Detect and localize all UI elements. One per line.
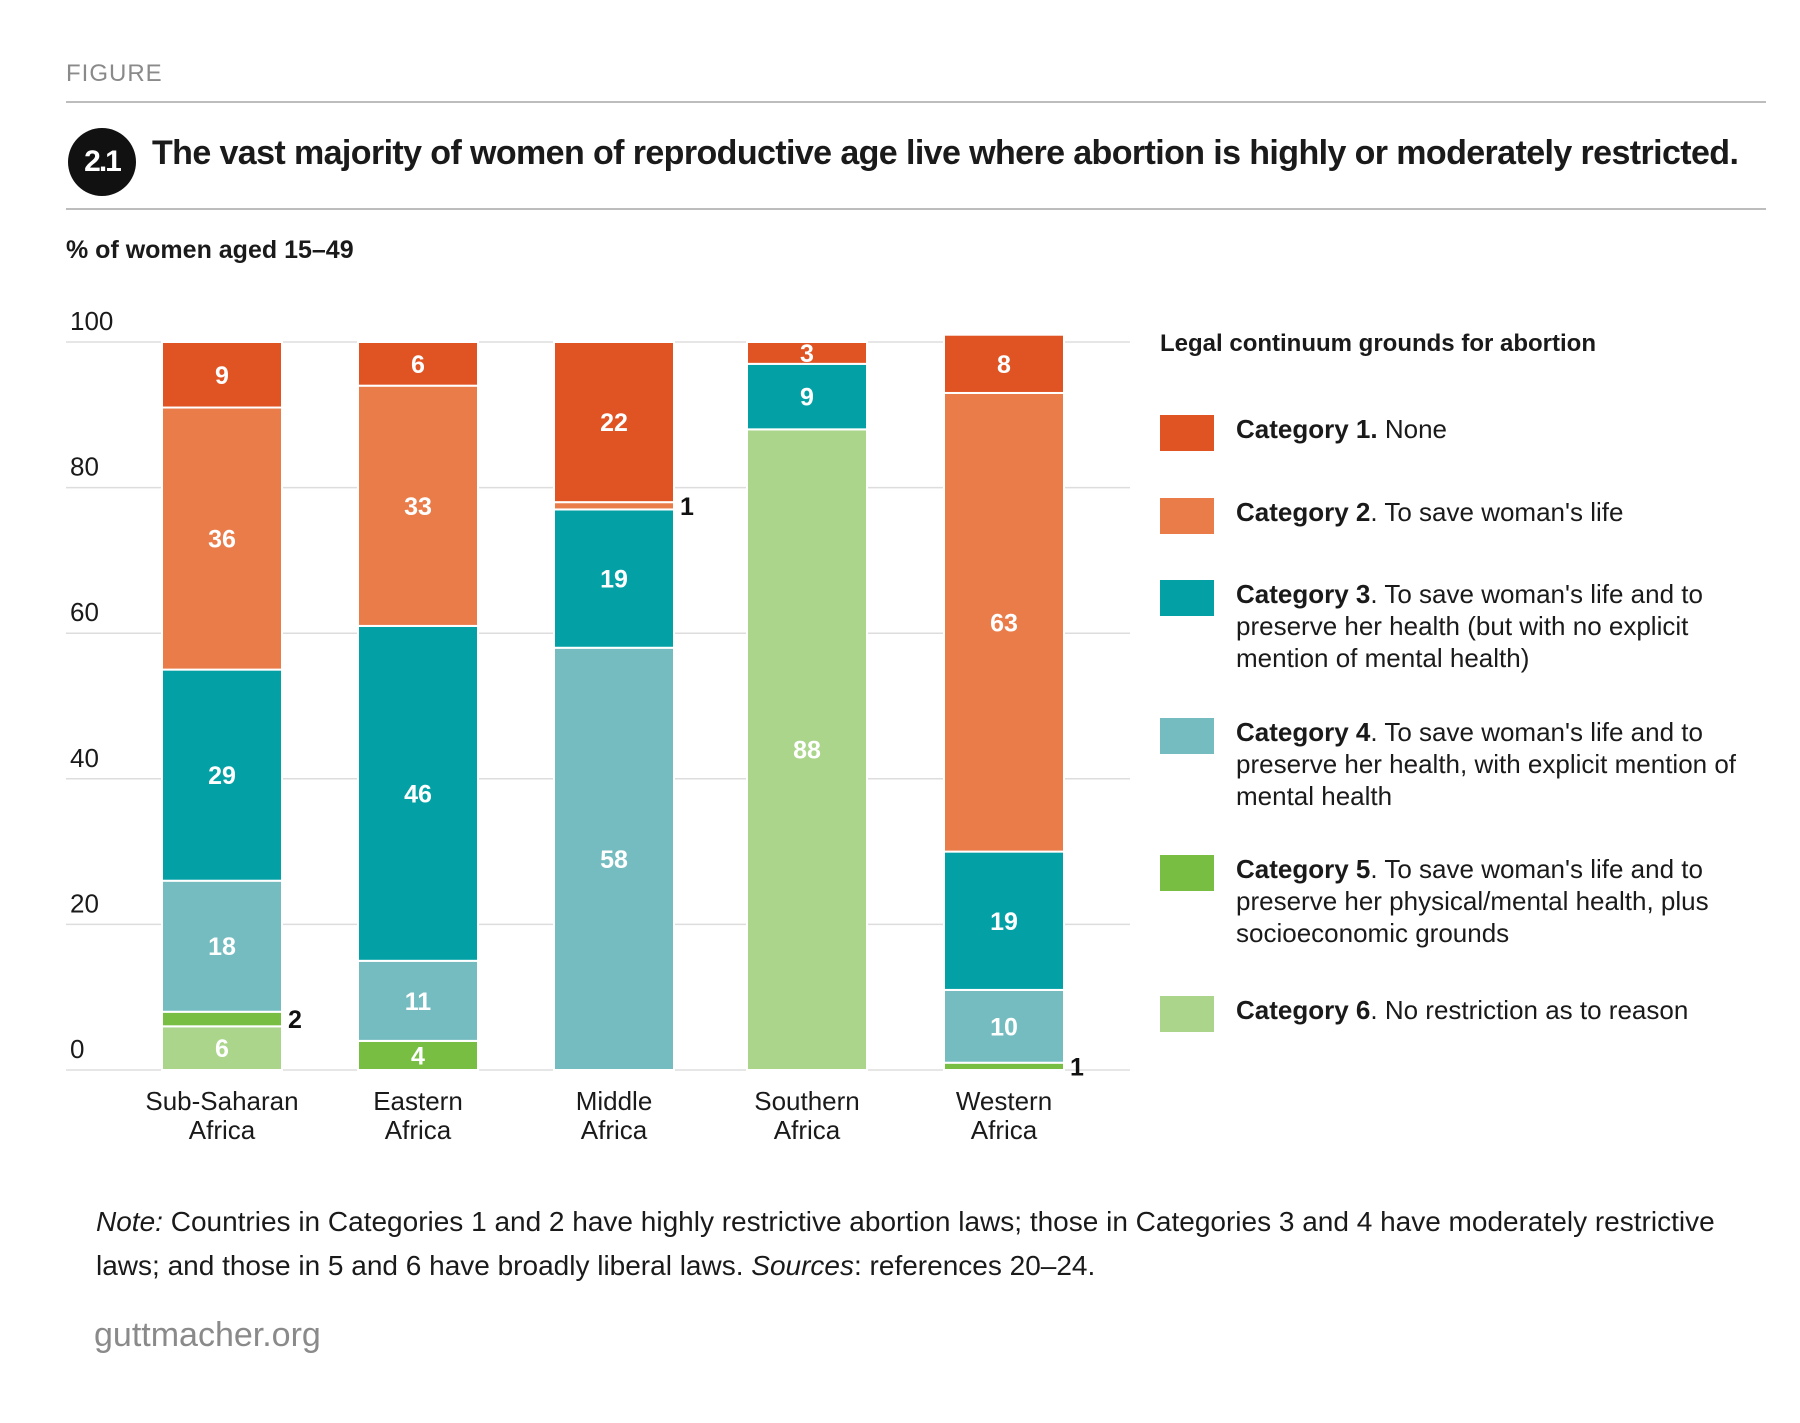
bar-segment bbox=[553, 501, 675, 511]
y-tick-label: 60 bbox=[70, 597, 99, 627]
bar-value-label: 18 bbox=[208, 933, 236, 961]
bar-segment bbox=[161, 1010, 283, 1028]
bar-segment bbox=[357, 959, 479, 1042]
legend-title: Legal continuum grounds for abortion bbox=[1160, 330, 1596, 357]
legend-swatch bbox=[1160, 718, 1214, 754]
y-tick-label: 20 bbox=[70, 888, 99, 918]
x-tick-label: Africa bbox=[385, 1115, 452, 1145]
bar-segment bbox=[746, 428, 868, 1072]
stacked-bar-chart: 020406080100621829369Sub-SaharanAfrica41… bbox=[66, 306, 1130, 1145]
bar-value-label: 2 bbox=[288, 1006, 302, 1034]
x-tick-label: Western bbox=[956, 1086, 1052, 1116]
legend-item-label: Category 5 bbox=[1236, 854, 1371, 884]
bar-segment bbox=[357, 624, 479, 962]
x-tick-label: Sub-Saharan bbox=[145, 1086, 298, 1116]
y-tick-label: 0 bbox=[70, 1034, 84, 1064]
bar-value-label: 88 bbox=[793, 737, 821, 765]
legend-swatch bbox=[1160, 855, 1214, 891]
bar-segment bbox=[943, 333, 1065, 394]
bar-value-label: 46 bbox=[404, 780, 432, 808]
bar-segment bbox=[943, 850, 1065, 991]
note-label: Note: bbox=[96, 1206, 163, 1237]
legend-item-desc: . No restriction as to reason bbox=[1370, 995, 1689, 1025]
bar-value-label: 22 bbox=[600, 409, 628, 437]
y-tick-label: 80 bbox=[70, 452, 99, 482]
chart-title: The vast majority of women of reproducti… bbox=[152, 134, 1739, 172]
figure-label: FIGURE bbox=[66, 60, 163, 87]
bar-value-label: 36 bbox=[208, 526, 236, 554]
note-text: Countries in Categories 1 and 2 have hig… bbox=[96, 1206, 1715, 1281]
bar-segment bbox=[943, 1061, 1065, 1071]
legend-item-desc: . To save woman's life and to preserve h… bbox=[1236, 579, 1703, 673]
bar-segment bbox=[943, 391, 1065, 853]
legend-swatch bbox=[1160, 498, 1214, 534]
bar-value-label: 1 bbox=[680, 493, 694, 521]
legend-item-desc: . To save woman's life bbox=[1370, 497, 1624, 527]
bar-value-label: 1 bbox=[1070, 1053, 1084, 1081]
legend-item-desc: . To save woman's life and to preserve h… bbox=[1236, 717, 1737, 811]
bar-value-label: 58 bbox=[600, 846, 628, 874]
bar-segment bbox=[746, 341, 868, 365]
x-tick-label: Middle bbox=[576, 1086, 653, 1116]
x-tick-label: Southern bbox=[754, 1086, 860, 1116]
bar-value-label: 11 bbox=[405, 988, 432, 1016]
x-tick-label: Eastern bbox=[373, 1086, 463, 1116]
bar-value-label: 4 bbox=[411, 1042, 425, 1070]
chart-note: Note: Countries in Categories 1 and 2 ha… bbox=[96, 1200, 1736, 1288]
bar-value-label: 9 bbox=[215, 362, 229, 390]
x-tick-label: Africa bbox=[189, 1115, 256, 1145]
legend-item-desc: . To save woman's life and to preserve h… bbox=[1236, 854, 1709, 948]
bar-segment bbox=[553, 508, 675, 649]
legend-item-label: Category 2 bbox=[1236, 497, 1371, 527]
x-tick-label: Africa bbox=[971, 1115, 1038, 1145]
bar-segment bbox=[357, 384, 479, 627]
bar-segment bbox=[746, 362, 868, 431]
legend-item-label: Category 4 bbox=[1236, 717, 1371, 747]
bar-segment bbox=[161, 341, 283, 409]
bar-value-label: 9 bbox=[800, 384, 814, 412]
title-divider bbox=[66, 208, 1766, 210]
bar-value-label: 29 bbox=[208, 762, 236, 790]
legend-item-desc: None bbox=[1377, 414, 1447, 444]
legend-swatch bbox=[1160, 996, 1214, 1032]
bar-value-label: 6 bbox=[215, 1035, 229, 1063]
bar-segment bbox=[553, 341, 675, 504]
legend-item-label: Category 3 bbox=[1236, 579, 1371, 609]
site-url: guttmacher.org bbox=[94, 1316, 321, 1354]
bar-segment bbox=[553, 646, 675, 1071]
bar-segment bbox=[943, 988, 1065, 1064]
x-tick-label: Africa bbox=[774, 1115, 841, 1145]
bar-value-label: 63 bbox=[990, 609, 1018, 637]
bar-segment bbox=[161, 879, 283, 1013]
bar-segment bbox=[357, 1039, 479, 1072]
bar-value-label: 19 bbox=[600, 566, 628, 594]
legend-swatch bbox=[1160, 415, 1214, 451]
legend-item-label: Category 6 bbox=[1236, 995, 1371, 1025]
x-tick-label: Africa bbox=[581, 1115, 648, 1145]
sources-label: Sources bbox=[751, 1250, 854, 1281]
bar-segment bbox=[357, 341, 479, 387]
bar-value-label: 8 bbox=[997, 351, 1011, 379]
y-tick-label: 100 bbox=[70, 306, 113, 336]
top-divider bbox=[66, 101, 1766, 103]
bar-value-label: 33 bbox=[404, 493, 432, 521]
legend-item-label: Category 1. bbox=[1236, 414, 1378, 444]
legend-swatch bbox=[1160, 580, 1214, 616]
bar-value-label: 3 bbox=[800, 340, 814, 368]
y-tick-label: 40 bbox=[70, 743, 99, 773]
y-axis-label: % of women aged 15–49 bbox=[66, 236, 354, 264]
figure-number-badge: 2.1 bbox=[68, 128, 136, 196]
bar-value-label: 10 bbox=[990, 1013, 1018, 1041]
bar-value-label: 6 bbox=[411, 351, 425, 379]
sources-text: : references 20–24. bbox=[854, 1250, 1096, 1281]
bar-value-label: 19 bbox=[990, 908, 1018, 936]
bar-segment bbox=[161, 668, 283, 882]
